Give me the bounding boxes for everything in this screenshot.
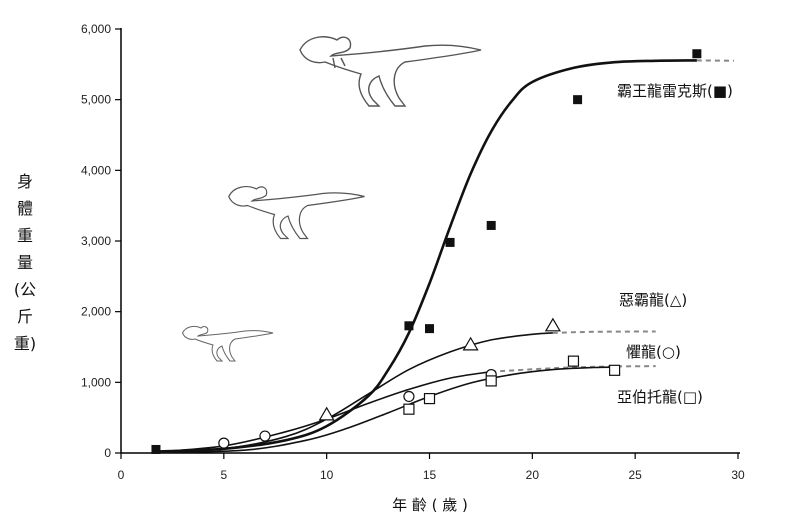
x-tick-label: 30 xyxy=(731,468,745,482)
data-point-albertosaurus xyxy=(403,403,415,415)
x-tick-label: 20 xyxy=(526,468,540,482)
data-point-gorgosaurus xyxy=(403,390,415,403)
data-point-albertosaurus xyxy=(423,392,436,405)
x-axis-title: 年 齡 ( 歲 ) xyxy=(392,496,468,514)
trex-juvenile-illustration xyxy=(228,186,365,240)
y-axis-title: 身體重量(公斤重) xyxy=(13,172,37,353)
fit-curve-daspletosaurus xyxy=(151,332,553,454)
data-point-trex xyxy=(425,324,434,334)
series-label-daspletosaurus: 惡霸龍(△) xyxy=(619,291,687,309)
data-point-daspletosaurus xyxy=(544,317,561,332)
data-point-albertosaurus xyxy=(485,375,497,387)
data-point-trex xyxy=(445,237,455,247)
fit-curve-gorgosaurus xyxy=(151,370,492,454)
data-point-trex xyxy=(486,220,496,230)
fit-extension-gorgosaurus xyxy=(491,365,656,373)
data-point-trex xyxy=(151,444,161,454)
data-point-albertosaurus xyxy=(608,364,621,376)
series-label-trex: 霸王龍雷克斯(■) xyxy=(617,82,733,100)
data-point-trex xyxy=(404,321,414,331)
data-point-daspletosaurus xyxy=(318,406,335,421)
trex-young-illustration xyxy=(181,325,274,362)
x-tick-label: 25 xyxy=(628,468,642,482)
trex-adult-illustration xyxy=(299,36,482,107)
data-point-gorgosaurus xyxy=(218,437,230,449)
x-tick-label: 5 xyxy=(220,468,227,482)
y-tick-label: 2,000 xyxy=(81,305,111,319)
fit-extension-daspletosaurus xyxy=(552,330,656,334)
y-tick-label: 1,000 xyxy=(81,375,111,389)
x-tick-label: 10 xyxy=(320,468,334,482)
data-point-daspletosaurus xyxy=(462,336,479,351)
x-tick-label: 15 xyxy=(423,468,437,482)
series-label-gorgosaurus: 懼龍(○) xyxy=(626,343,681,361)
y-tick-label: 6,000 xyxy=(81,22,111,36)
y-tick-label: 4,000 xyxy=(81,163,111,177)
data-point-albertosaurus xyxy=(567,355,580,367)
series-label-albertosaurus: 亞伯托龍(□) xyxy=(617,388,703,406)
fit-curve-trex xyxy=(151,59,697,453)
y-tick-label: 0 xyxy=(104,446,111,460)
data-point-gorgosaurus xyxy=(259,430,271,442)
y-tick-label: 3,000 xyxy=(81,234,111,248)
y-tick-label: 5,000 xyxy=(81,93,111,107)
x-tick-label: 0 xyxy=(118,468,125,482)
data-point-trex xyxy=(692,49,702,59)
data-point-trex xyxy=(573,95,583,105)
